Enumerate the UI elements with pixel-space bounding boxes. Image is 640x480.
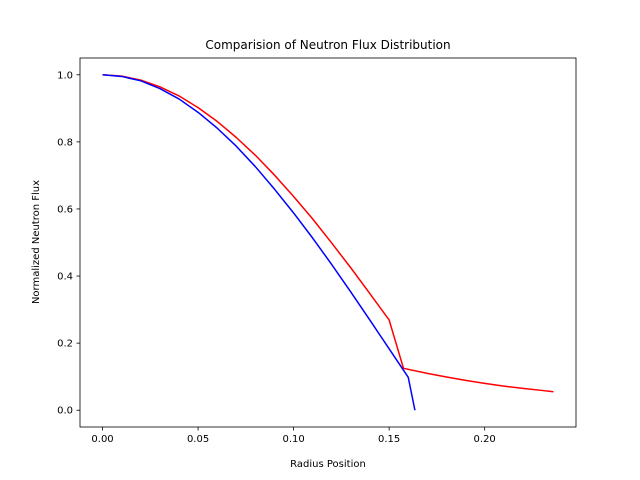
y-axis-label: Normalized Neutron Flux xyxy=(31,180,42,304)
y-tick-label: 0.4 xyxy=(57,272,73,283)
x-axis: 0.00 0.05 0.10 0.15 0.20 xyxy=(91,427,496,445)
y-tick-label: 1.0 xyxy=(57,70,73,81)
chart-title: Comparision of Neutron Flux Distribution xyxy=(205,38,450,52)
y-tick-label: 0.8 xyxy=(57,137,73,148)
x-tick-label: 0.20 xyxy=(474,434,496,445)
y-tick-label: 0.6 xyxy=(57,204,73,215)
x-tick-label: 0.15 xyxy=(378,434,400,445)
y-tick-label: 0.0 xyxy=(57,406,73,417)
y-tick-label: 0.2 xyxy=(57,339,73,350)
plot-area xyxy=(102,74,554,411)
y-axis: 0.0 0.2 0.4 0.6 0.8 1.0 xyxy=(57,70,80,417)
axes-frame xyxy=(79,57,577,428)
x-tick-label: 0.00 xyxy=(91,434,113,445)
x-axis-label: Radius Position xyxy=(290,459,366,470)
series-line-1 xyxy=(102,74,554,393)
x-tick-label: 0.10 xyxy=(282,434,304,445)
x-tick-label: 0.05 xyxy=(187,434,209,445)
series-line-2 xyxy=(102,74,416,411)
